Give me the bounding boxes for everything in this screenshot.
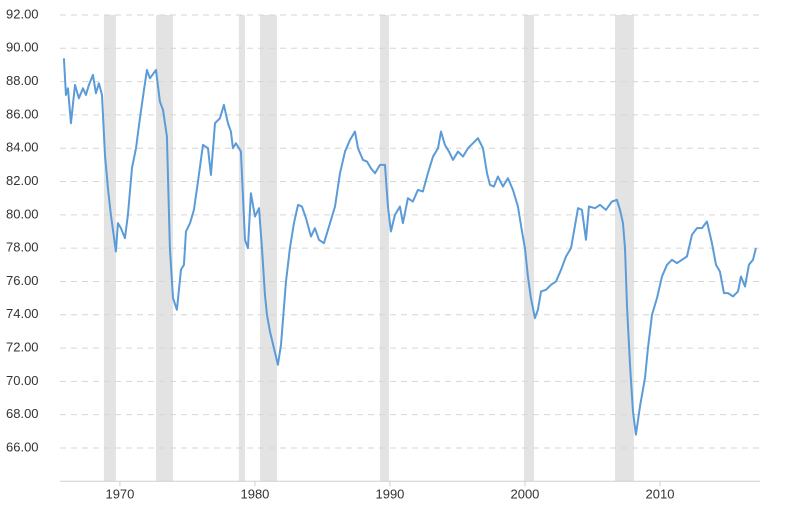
- data-line: [62, 58, 757, 436]
- y-tick-label: 86.00: [6, 106, 39, 121]
- y-tick-label: 80.00: [6, 206, 39, 221]
- y-tick-label: 66.00: [6, 439, 39, 454]
- y-tick-label: 70.00: [6, 373, 39, 388]
- y-tick-label: 92.00: [6, 6, 39, 21]
- x-tick-label: 1990: [375, 487, 404, 502]
- y-tick-label: 88.00: [6, 73, 39, 88]
- y-tick-label: 90.00: [6, 40, 39, 55]
- y-tick-label: 68.00: [6, 406, 39, 421]
- y-tick-label: 72.00: [6, 340, 39, 355]
- y-tick-label: 82.00: [6, 173, 39, 188]
- x-tick-label: 2010: [646, 487, 675, 502]
- y-tick-label: 84.00: [6, 140, 39, 155]
- x-tick-label: 1970: [105, 487, 134, 502]
- x-tick-label: 1980: [240, 487, 269, 502]
- recession-band: [524, 15, 535, 482]
- y-tick-label: 78.00: [6, 240, 39, 255]
- y-tick-label: 74.00: [6, 306, 39, 321]
- x-tick-label: 2000: [510, 487, 539, 502]
- y-tick-label: 76.00: [6, 273, 39, 288]
- recession-band: [259, 15, 277, 482]
